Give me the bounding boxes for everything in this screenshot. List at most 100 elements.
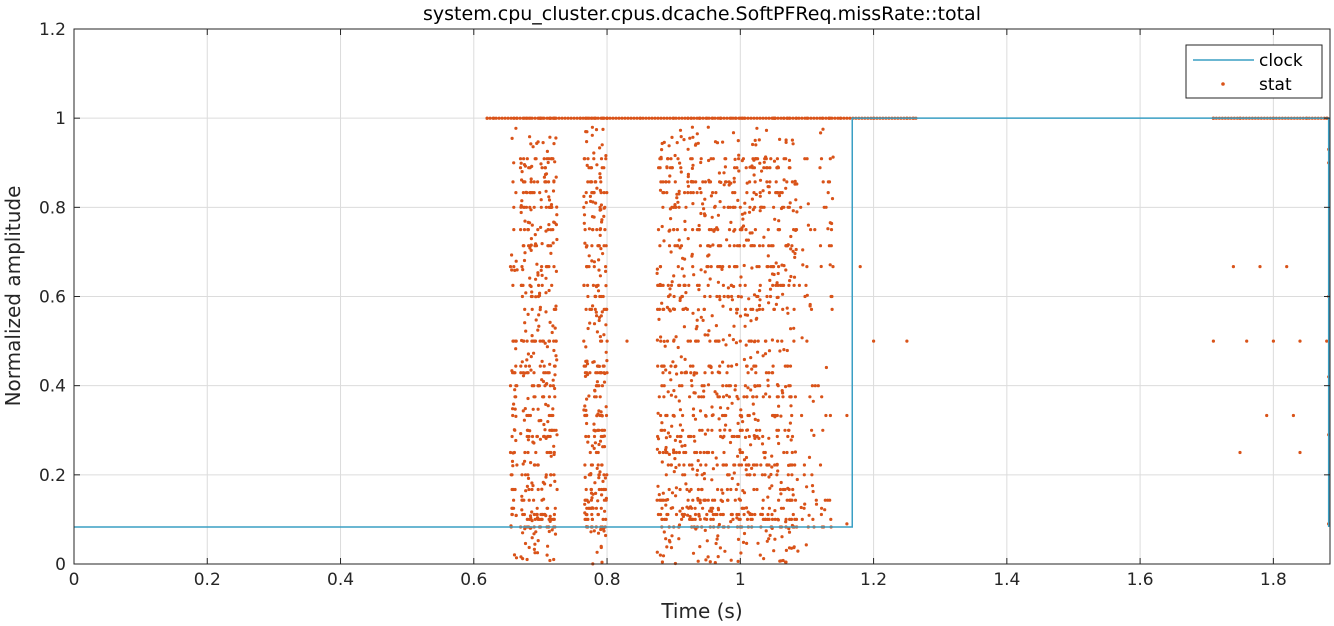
stat-point [670, 205, 674, 209]
stat-point [553, 386, 557, 391]
stat-point [706, 283, 710, 287]
stat-point [655, 550, 659, 554]
stat-point [635, 116, 639, 120]
stat-point [547, 434, 551, 439]
stat-point [712, 229, 716, 233]
stat-point [535, 141, 539, 145]
stat-point [713, 561, 717, 565]
stat-point [598, 439, 603, 443]
stat-point [766, 378, 770, 382]
stat-point [551, 384, 556, 388]
stat-point [538, 291, 542, 295]
stat-point [749, 388, 753, 392]
stat-point [788, 384, 792, 388]
stat-point [537, 294, 542, 298]
stat-point [742, 512, 746, 517]
stat-point [793, 450, 798, 454]
stat-point [706, 333, 710, 337]
stat-point [510, 253, 514, 257]
stat-point [1325, 339, 1329, 343]
stat-point [758, 298, 762, 302]
stat-point [701, 116, 705, 120]
stat-point [716, 555, 720, 559]
stat-point [673, 438, 678, 442]
stat-point [674, 116, 678, 120]
stat-point [668, 434, 672, 439]
stat-point [695, 450, 699, 455]
stat-point [667, 538, 672, 543]
stat-point [784, 548, 789, 553]
stat-point [664, 448, 668, 452]
stat-point [801, 248, 805, 252]
stat-point [706, 265, 710, 269]
stat-point [587, 254, 591, 258]
stat-point [706, 125, 710, 129]
stat-point [784, 138, 788, 142]
stat-point [599, 116, 603, 120]
stat-point [533, 463, 537, 467]
stat-point [756, 350, 760, 354]
stat-point [594, 201, 598, 205]
stat-point [540, 265, 544, 269]
stat-point [758, 428, 762, 432]
stat-point [546, 228, 550, 232]
stat-point [696, 141, 700, 145]
stat-point [584, 434, 588, 439]
stat-point [583, 364, 588, 368]
stat-point [584, 345, 588, 349]
x-tick-label: 0.6 [460, 570, 487, 590]
legend-stat-label: stat [1259, 75, 1292, 95]
stat-point [719, 244, 723, 248]
stat-point [719, 434, 723, 439]
stat-point [758, 209, 762, 213]
stat-point [751, 395, 755, 399]
stat-point [693, 439, 697, 443]
stat-point [664, 537, 668, 541]
stat-point [680, 517, 684, 522]
stat-point [551, 324, 555, 328]
stat-point [759, 463, 763, 467]
stat-point [689, 371, 693, 375]
stat-point [776, 395, 780, 399]
y-tick-label: 0.6 [39, 288, 66, 308]
stat-point [657, 395, 661, 399]
stat-point [680, 506, 685, 510]
stat-point [718, 265, 723, 269]
stat-point [768, 278, 772, 282]
stat-point [828, 413, 833, 418]
stat-point [529, 243, 533, 247]
stat-point [782, 157, 786, 161]
stat-point [698, 244, 703, 248]
stat-point [818, 244, 823, 248]
stat-point [673, 180, 677, 184]
stat-point [594, 180, 598, 184]
stat-point [680, 384, 684, 388]
stat-point [792, 545, 796, 549]
stat-point [699, 463, 703, 467]
stat-point [672, 448, 676, 452]
stat-point [810, 473, 814, 477]
stat-point [656, 512, 661, 517]
stat-point [513, 395, 517, 399]
stat-point [604, 269, 608, 273]
stat-point [529, 191, 533, 195]
stat-point [683, 371, 687, 375]
stat-point [539, 116, 543, 120]
stat-point [730, 512, 734, 517]
stat-point [669, 364, 673, 368]
stat-point [544, 473, 548, 477]
stat-point [739, 275, 743, 279]
stat-point [692, 434, 696, 439]
stat-point [720, 488, 724, 492]
stat-point [533, 116, 537, 120]
stat-point [758, 553, 762, 557]
stat-point [675, 141, 679, 145]
stat-point [674, 486, 679, 490]
stat-point [760, 169, 764, 173]
stat-point [755, 463, 759, 467]
stat-point [655, 271, 659, 275]
stat-point [538, 191, 542, 195]
stat-point [791, 493, 795, 497]
stat-point [701, 506, 705, 510]
stat-point [689, 157, 693, 161]
